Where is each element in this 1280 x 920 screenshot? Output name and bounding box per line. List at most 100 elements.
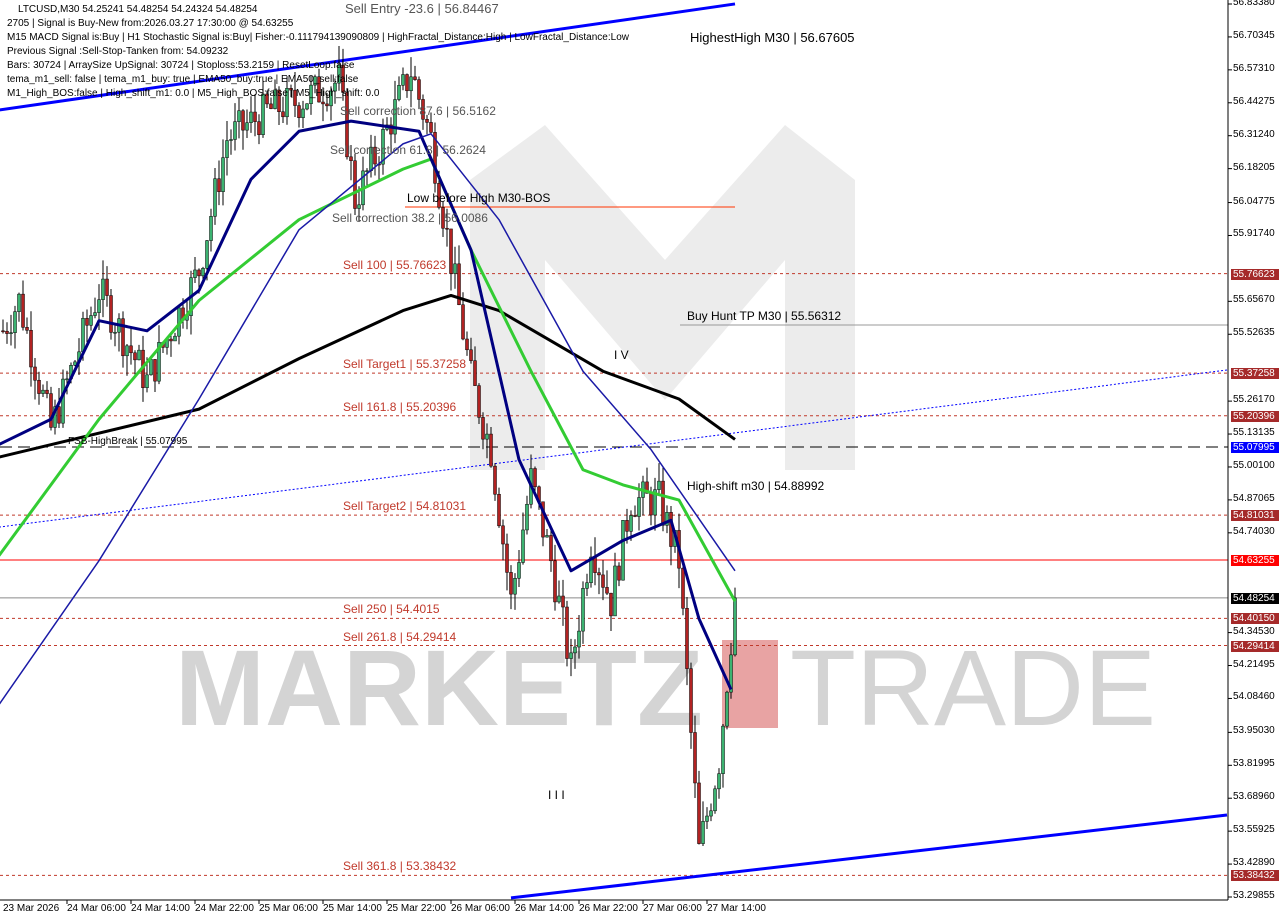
bull-candle: [313, 76, 317, 86]
y-tick-label: 54.21495: [1233, 658, 1275, 670]
bull-candle: [89, 315, 93, 326]
bear-candle: [257, 121, 261, 135]
bear-candle: [489, 433, 493, 467]
bear-candle: [253, 111, 257, 122]
bull-candle: [273, 89, 277, 109]
bull-candle: [513, 578, 517, 595]
bear-candle: [45, 389, 49, 394]
bull-candle: [569, 652, 573, 659]
y-tick-label: 55.91740: [1233, 228, 1275, 240]
bull-candle: [725, 691, 729, 727]
level-label: Buy Hunt TP M30 | 55.56312: [687, 308, 842, 323]
watermark-text-right: TRADE: [790, 627, 1156, 748]
bull-candle: [61, 378, 65, 424]
bear-candle: [549, 535, 553, 562]
bear-candle: [689, 668, 693, 733]
wave-iv-label: I V: [614, 348, 629, 362]
bull-candle: [249, 111, 253, 123]
y-tick-label: 54.74030: [1233, 525, 1275, 537]
bull-candle: [517, 562, 521, 579]
price-tag: 54.48254: [1231, 592, 1279, 604]
info-line: tema_m1_sell: false | tema_m1_buy: true …: [7, 74, 359, 85]
watermark-text-left: MARKETZ: [175, 627, 703, 748]
bull-candle: [613, 565, 617, 617]
bear-candle: [57, 406, 61, 424]
bull-candle: [9, 332, 13, 334]
bear-candle: [441, 207, 445, 229]
y-tick-label: 55.52635: [1233, 327, 1275, 339]
y-tick-label: 53.29855: [1233, 890, 1275, 901]
bull-candle: [125, 345, 129, 357]
bull-candle: [213, 178, 217, 217]
bear-candle: [617, 565, 621, 581]
bear-candle: [645, 481, 649, 494]
sell-correction-38-label: Sell correction 38.2 | 56.0086: [332, 211, 488, 225]
low-before-high-label: Low before High M30-BOS: [407, 191, 551, 205]
bear-candle: [25, 327, 29, 331]
price-tag: 54.40150: [1231, 613, 1279, 625]
x-tick-label: 25 Mar 22:00: [387, 903, 446, 914]
bear-candle: [561, 595, 565, 608]
bull-candle: [705, 815, 709, 822]
level-label: Sell 161.8 | 55.20396: [343, 399, 457, 414]
symbol-line: LTCUSD,M30 54.25241 54.48254 54.24324 54…: [18, 4, 258, 15]
bear-candle: [425, 119, 429, 123]
info-line: Bars: 30724 | ArraySize UpSignal: 30724 …: [7, 60, 355, 71]
price-tag: 55.37258: [1231, 368, 1279, 380]
bull-candle: [381, 129, 385, 165]
bear-candle: [597, 572, 601, 576]
bull-candle: [149, 359, 153, 376]
price-tag: 55.20396: [1231, 410, 1279, 422]
y-tick-label: 55.65670: [1233, 294, 1275, 306]
y-tick-label: 56.83380: [1233, 0, 1275, 8]
level-label: Sell Target1 | 55.37258: [343, 357, 466, 372]
sell-entry-label: Sell Entry -23.6 | 56.84467: [345, 1, 499, 16]
bull-candle: [545, 535, 549, 538]
bear-candle: [33, 366, 37, 381]
bull-candle: [521, 529, 525, 563]
info-line: M15 MACD Signal is:Buy | H1 Stochastic S…: [7, 32, 629, 43]
bear-candle: [445, 227, 449, 230]
bear-candle: [349, 156, 353, 161]
level-label: Sell 261.8 | 54.29414: [343, 629, 457, 644]
y-tick-label: 56.04775: [1233, 195, 1275, 207]
x-tick-label: 26 Mar 14:00: [515, 903, 574, 914]
bear-candle: [449, 228, 453, 274]
bull-candle: [409, 76, 413, 92]
bull-candle: [201, 268, 205, 277]
bull-candle: [337, 64, 341, 84]
moving-average-line: [0, 119, 733, 691]
price-tag: 54.81031: [1231, 510, 1279, 522]
level-label: Sell 361.8 | 53.38432: [343, 859, 457, 874]
moving-average-line: [0, 133, 736, 705]
y-tick-label: 53.95030: [1233, 725, 1275, 737]
bear-candle: [625, 520, 629, 532]
bear-candle: [429, 122, 433, 133]
bull-candle: [137, 349, 141, 361]
bear-candle: [5, 330, 9, 334]
y-tick-label: 54.08460: [1233, 691, 1275, 703]
info-line: Previous Signal :Sell-Stop-Tanken from: …: [7, 46, 229, 57]
bear-candle: [649, 493, 653, 516]
bear-candle: [565, 606, 569, 659]
y-tick-label: 56.57310: [1233, 62, 1275, 74]
y-tick-label: 53.42890: [1233, 857, 1275, 869]
bull-candle: [357, 204, 361, 209]
bear-candle: [493, 465, 497, 495]
bear-candle: [241, 110, 245, 131]
bear-candle: [457, 263, 461, 305]
bull-candle: [93, 312, 97, 316]
bear-candle: [413, 76, 417, 80]
bear-candle: [1, 330, 5, 333]
bear-candle: [501, 525, 505, 545]
bear-candle: [121, 318, 125, 357]
y-tick-label: 53.81995: [1233, 758, 1275, 770]
y-tick-label: 55.13135: [1233, 427, 1275, 439]
wave-iii-label: I I I: [548, 788, 565, 802]
x-tick-label: 25 Mar 06:00: [259, 903, 318, 914]
highest-high-label: HighestHigh M30 | 56.67605: [690, 30, 855, 45]
bull-candle: [41, 389, 45, 394]
x-tick-label: 25 Mar 14:00: [323, 903, 382, 914]
bull-candle: [733, 597, 737, 656]
